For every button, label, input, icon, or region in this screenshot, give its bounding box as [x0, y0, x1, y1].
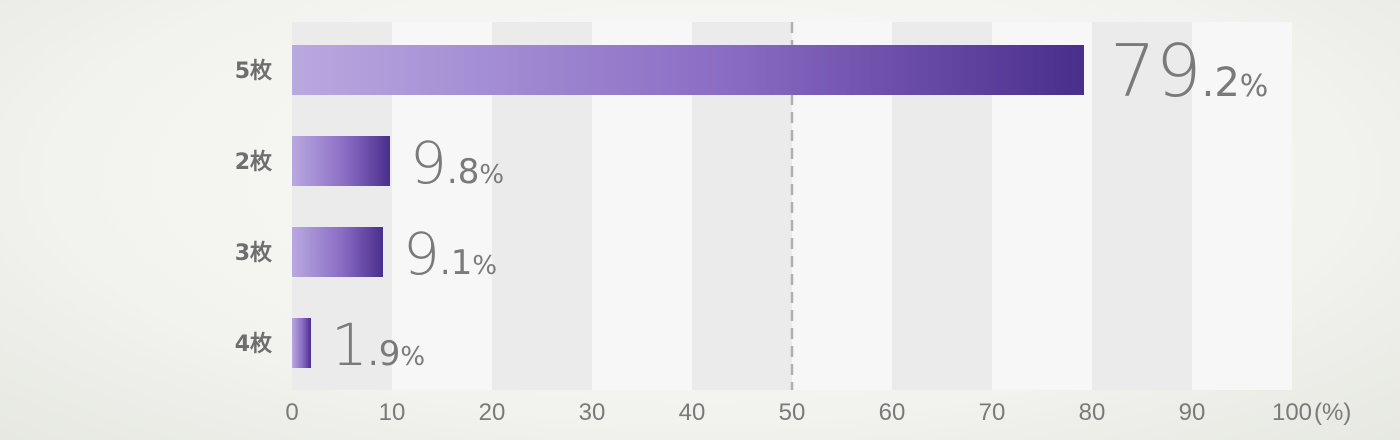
x-tick-label: 90	[1179, 399, 1206, 426]
x-tick-label: 0	[285, 399, 298, 426]
category-label: 2枚	[235, 149, 272, 175]
bar	[292, 136, 390, 186]
category-label: 5枚	[235, 58, 272, 84]
value-labels: 79.2% 9.8% 9.1% 1.9%	[331, 29, 1268, 379]
category-label: 4枚	[235, 331, 272, 357]
x-tick-label: 40	[679, 399, 706, 426]
x-axis-ticks: 0 10 20 30 40 50 60 70 80 90 100	[285, 399, 1312, 426]
bar	[292, 318, 311, 368]
x-tick-label: 100	[1272, 399, 1312, 426]
x-axis-unit-label: (%)	[1314, 399, 1351, 426]
x-tick-label: 30	[579, 399, 606, 426]
x-tick-label: 60	[879, 399, 906, 426]
x-tick-label: 50	[779, 399, 806, 426]
value-label: 9.1%	[403, 220, 497, 288]
x-tick-label: 10	[379, 399, 406, 426]
value-label: 9.8%	[410, 129, 504, 197]
bar	[292, 227, 383, 277]
grid-band	[1192, 22, 1292, 390]
category-label: 3枚	[235, 240, 272, 266]
grid-band	[1092, 22, 1192, 390]
value-label: 79.2%	[1110, 29, 1268, 113]
bar	[292, 45, 1084, 95]
bars	[292, 45, 1084, 368]
category-labels: 5枚 2枚 3枚 4枚	[235, 58, 272, 357]
x-tick-label: 70	[979, 399, 1006, 426]
x-tick-label: 20	[479, 399, 506, 426]
x-tick-label: 80	[1079, 399, 1106, 426]
value-label: 1.9%	[331, 311, 425, 379]
